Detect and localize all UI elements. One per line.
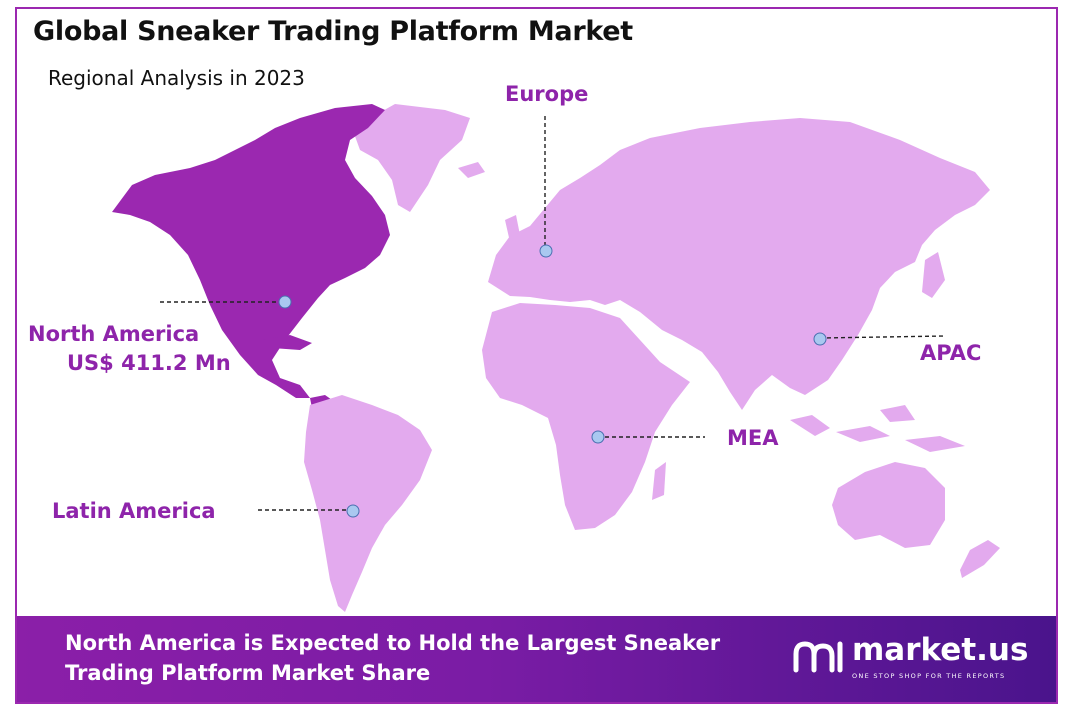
footer-banner: North America is Expected to Hold the La… <box>17 616 1056 702</box>
footer-text: North America is Expected to Hold the La… <box>65 631 721 685</box>
logo-tagline: ONE STOP SHOP FOR THE REPORTS <box>852 672 1006 680</box>
chart-subtitle: Regional Analysis in 2023 <box>48 66 305 90</box>
sea-islands-shape <box>790 405 965 452</box>
latin-america-marker <box>346 504 360 518</box>
apac-marker <box>813 332 827 346</box>
south-america-shape <box>304 395 432 612</box>
latin-america-label: Latin America <box>52 499 216 523</box>
leader-lines <box>160 116 946 511</box>
north-america-marker <box>278 295 292 309</box>
mea-label: MEA <box>727 426 779 450</box>
europe-label: Europe <box>505 82 589 106</box>
madagascar-shape <box>652 462 666 500</box>
logo-mark-icon <box>793 641 843 673</box>
africa-shape <box>482 303 690 530</box>
north-america-value: US$ 411.2 Mn <box>67 351 231 375</box>
greenland-shape <box>352 104 470 212</box>
mea-marker <box>591 430 605 444</box>
north-america-label: North America <box>28 322 200 346</box>
chart-title: Global Sneaker Trading Platform Market <box>33 16 633 47</box>
north-america-shape <box>112 104 390 398</box>
new-zealand-shape <box>960 540 1000 578</box>
apac-label: APAC <box>920 341 982 365</box>
australia-shape <box>832 462 945 548</box>
japan-shape <box>922 252 945 298</box>
iceland-shape <box>458 162 485 178</box>
europe-marker <box>539 244 553 258</box>
logo-name: market.us <box>852 632 1029 668</box>
uk-shape <box>505 215 520 242</box>
market-us-logo: market.us ONE STOP SHOP FOR THE REPORTS <box>790 632 1028 686</box>
markers <box>278 244 827 518</box>
eurasia-shape <box>488 118 990 410</box>
